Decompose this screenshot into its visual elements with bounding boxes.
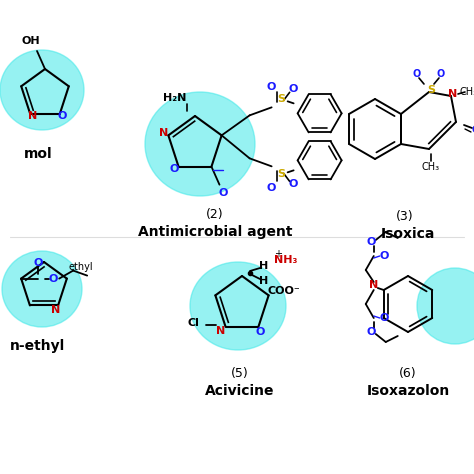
Ellipse shape bbox=[0, 50, 84, 130]
Text: (3): (3) bbox=[396, 210, 414, 222]
Text: NH₃: NH₃ bbox=[274, 255, 298, 265]
Text: O: O bbox=[267, 183, 276, 193]
Text: O: O bbox=[413, 69, 421, 79]
Text: Isoxazolon: Isoxazolon bbox=[366, 384, 450, 398]
Text: OH: OH bbox=[22, 36, 40, 46]
Text: O: O bbox=[437, 69, 445, 79]
Text: COO⁻: COO⁻ bbox=[268, 286, 301, 296]
Text: O: O bbox=[57, 111, 66, 121]
Text: (2): (2) bbox=[206, 208, 224, 220]
Text: N: N bbox=[52, 305, 61, 315]
Text: O: O bbox=[34, 257, 43, 268]
Text: S: S bbox=[278, 94, 286, 104]
Text: O: O bbox=[256, 327, 265, 337]
Text: Antimicrobial agent: Antimicrobial agent bbox=[138, 225, 292, 239]
Text: CH₃: CH₃ bbox=[460, 87, 474, 97]
Ellipse shape bbox=[145, 92, 255, 196]
Text: O: O bbox=[267, 82, 276, 92]
Text: O: O bbox=[219, 188, 228, 198]
Text: S: S bbox=[427, 85, 435, 95]
Text: H₂N: H₂N bbox=[164, 93, 187, 103]
Text: mol: mol bbox=[24, 147, 52, 161]
Text: O: O bbox=[48, 273, 58, 283]
Text: H: H bbox=[259, 261, 269, 271]
Text: O: O bbox=[289, 179, 298, 189]
Ellipse shape bbox=[2, 251, 82, 327]
Text: Isoxica: Isoxica bbox=[381, 227, 435, 241]
Text: S: S bbox=[278, 169, 286, 179]
Text: N: N bbox=[27, 111, 37, 121]
Text: O: O bbox=[289, 84, 298, 94]
Text: H: H bbox=[259, 276, 269, 286]
Text: O: O bbox=[379, 251, 388, 261]
Ellipse shape bbox=[417, 268, 474, 344]
Text: n-ethyl: n-ethyl bbox=[10, 339, 65, 353]
Text: O: O bbox=[379, 313, 388, 323]
Text: N: N bbox=[216, 326, 225, 336]
Text: Acivicine: Acivicine bbox=[205, 384, 275, 398]
Text: O: O bbox=[471, 125, 474, 135]
Text: +: + bbox=[274, 249, 282, 259]
Text: N: N bbox=[369, 280, 378, 290]
Text: (6): (6) bbox=[399, 367, 417, 381]
Text: O: O bbox=[170, 164, 179, 173]
Text: CH₃: CH₃ bbox=[422, 162, 440, 172]
Text: ethyl: ethyl bbox=[69, 262, 93, 272]
Text: Cl: Cl bbox=[188, 318, 200, 328]
Text: O: O bbox=[366, 237, 375, 247]
Ellipse shape bbox=[190, 262, 286, 350]
Text: N: N bbox=[159, 128, 168, 138]
Text: (5): (5) bbox=[231, 367, 249, 381]
Text: O: O bbox=[366, 327, 375, 337]
Text: N: N bbox=[448, 89, 457, 99]
